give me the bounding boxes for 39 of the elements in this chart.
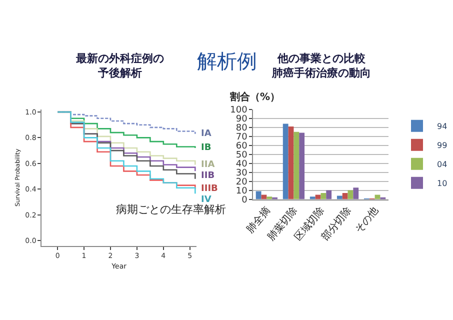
y-tick-label: 40: [236, 159, 248, 170]
y-tick-label: 60: [236, 142, 248, 152]
y-tick-label: 20: [236, 177, 248, 188]
annotation: 病期ごとの生存率解析: [116, 203, 226, 216]
bar: [299, 132, 305, 200]
y-tick-label: 50: [236, 150, 248, 160]
series-label: IIIB: [201, 184, 218, 194]
bar: [326, 190, 332, 200]
legend-label: 10: [437, 178, 448, 188]
bar: [320, 193, 326, 200]
chart-title: 最新の外科症例の予後解析: [75, 52, 164, 80]
series-label: IV: [201, 195, 212, 205]
y-tick-label: 10: [236, 186, 248, 196]
bar: [294, 132, 300, 200]
series-label: IA: [201, 129, 212, 139]
legend-label: 99: [437, 140, 448, 150]
legend-label: 04: [437, 160, 448, 169]
y-tick-label: 30: [236, 168, 248, 178]
legend-label: 94: [437, 122, 448, 131]
y-tick-label: 80: [236, 124, 248, 134]
series-label: IIA: [201, 160, 215, 170]
bar: [336, 196, 342, 200]
bar: [266, 196, 272, 200]
bar: [256, 191, 262, 200]
y-tick-label: 0: [242, 195, 248, 206]
bar: [342, 193, 348, 200]
bar: [353, 188, 359, 200]
bar: [282, 124, 288, 200]
bar: [288, 126, 294, 200]
bar: [310, 196, 316, 200]
y-axis-title: 割合（%）: [229, 91, 280, 103]
chart-title: 他の事業との比較肺癌手術治療の動向: [271, 52, 371, 80]
text: 解析例: [197, 49, 257, 73]
y-tick-label: 90: [236, 114, 248, 125]
y-tick-label: 70: [236, 132, 248, 143]
series-label: IB: [201, 143, 212, 153]
x-tick-label: その他: [352, 204, 381, 236]
y-tick-label: 100: [230, 106, 248, 116]
series-label: IIB: [201, 171, 215, 181]
